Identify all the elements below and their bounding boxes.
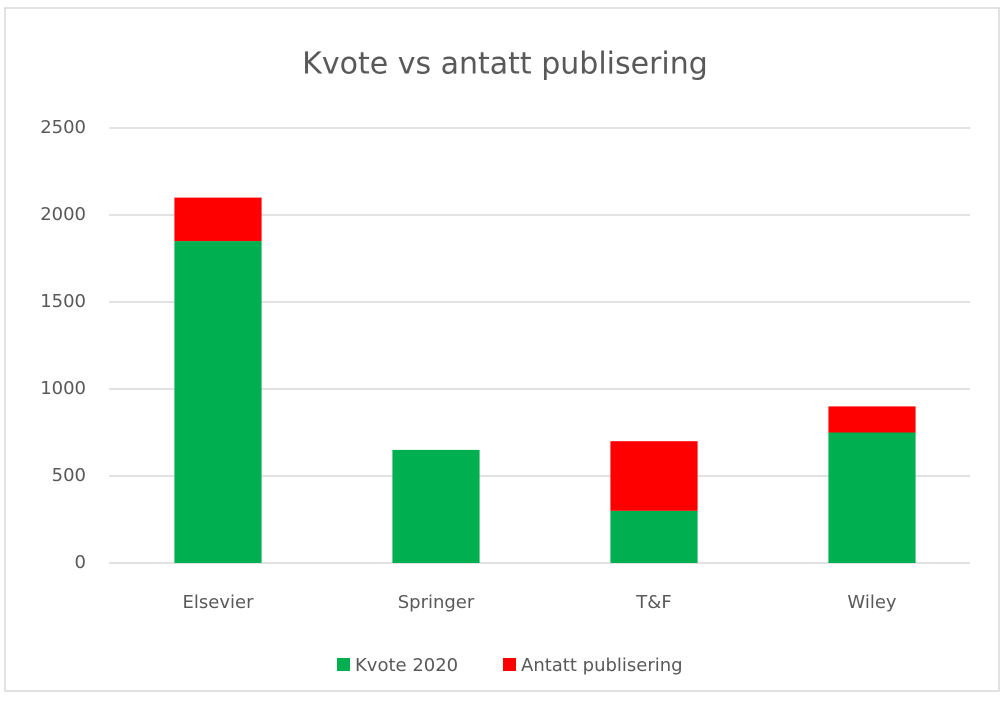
- legend-swatch: [337, 658, 350, 671]
- legend-label: Antatt publisering: [521, 655, 683, 676]
- y-tick-label: 0: [75, 552, 86, 573]
- bar-segment: [174, 241, 262, 563]
- x-tick-label: Springer: [398, 592, 475, 613]
- y-tick-label: 1000: [40, 378, 86, 399]
- bar-segment: [392, 449, 480, 563]
- legend-swatch: [503, 658, 516, 671]
- y-tick-label: 500: [52, 465, 86, 486]
- chart-border: [4, 7, 1000, 692]
- legend-label: Kvote 2020: [355, 655, 458, 676]
- y-tick-label: 1500: [40, 291, 86, 312]
- chart-title: Kvote vs antatt publisering: [302, 47, 708, 82]
- y-tick-label: 2000: [40, 204, 86, 225]
- x-tick-label: Wiley: [847, 592, 896, 613]
- x-tick-label: T&F: [635, 592, 671, 613]
- bar-segment: [610, 510, 698, 563]
- y-tick-label: 2500: [40, 117, 86, 138]
- bar-segment: [828, 432, 916, 563]
- bar-segment: [610, 441, 698, 511]
- bar-segment: [828, 406, 916, 433]
- bar-segment: [174, 197, 262, 242]
- x-tick-label: Elsevier: [183, 592, 255, 613]
